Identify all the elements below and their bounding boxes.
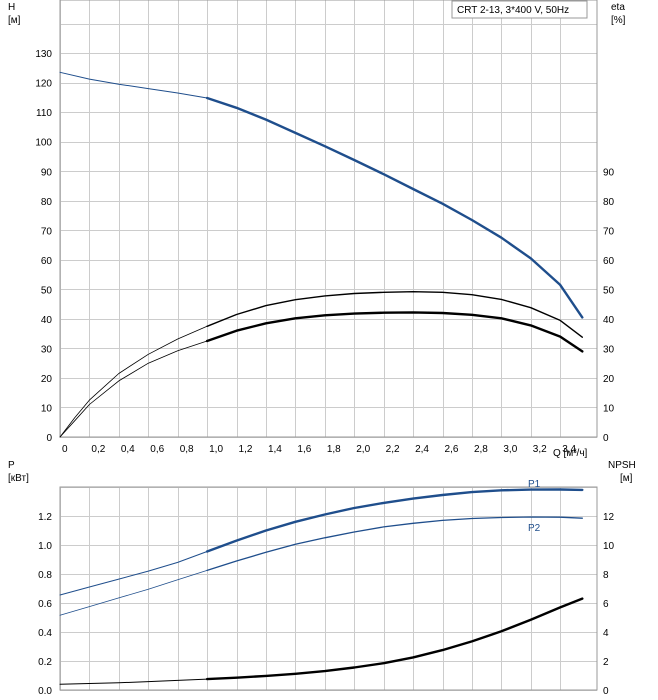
title-box — [451, 0, 588, 19]
y-right-label-top: eta — [611, 2, 625, 13]
y-left-tick-label: 90 — [41, 167, 53, 178]
y-right-tick-label: 2 — [603, 657, 609, 668]
y-left-tick-label: 80 — [41, 197, 53, 208]
x-tick-label: 2,8 — [474, 444, 488, 455]
y-left-tick-label: 30 — [41, 344, 53, 355]
y-left-tick-label: 0.8 — [38, 570, 52, 581]
y-right-tick-label: 30 — [603, 344, 615, 355]
y-left-label-top: H — [8, 2, 15, 13]
y-right-tick-label: 40 — [603, 315, 615, 326]
top-panel-grid — [60, 0, 597, 438]
x-tick-label: 0,4 — [121, 444, 135, 455]
y-left-tick-label: 0.6 — [38, 599, 52, 610]
series-P2_op — [206, 516, 583, 572]
y-right-unit-bottom: [м] — [620, 473, 633, 484]
y-right-tick-label: 20 — [603, 374, 615, 385]
series-eta_p1_op — [206, 291, 583, 338]
y-right-tick-label: 80 — [603, 197, 615, 208]
x-tick-label: 0 — [62, 444, 68, 455]
y-left-tick-label: 0.2 — [38, 657, 52, 668]
x-tick-label: 1,0 — [209, 444, 223, 455]
y-right-unit-top: [%] — [611, 15, 626, 26]
bottom-panel-tick-labels: 0.0 0.2 0.4 0.6 0.8 1.0 1.2 0 2 4 6 8 10 12 — [38, 512, 614, 697]
bottom-panel-frame — [59, 486, 598, 691]
x-tick-label: 0,6 — [150, 444, 164, 455]
y-left-tick-label: 0 — [46, 433, 52, 444]
bottom-panel-curves — [59, 488, 584, 685]
x-tick-label: 2,2 — [386, 444, 400, 455]
y-right-tick-label: 8 — [603, 570, 609, 581]
series-NPSH_op — [205, 597, 584, 681]
y-left-unit-top: [м] — [8, 15, 21, 26]
y-left-tick-label: 120 — [35, 79, 52, 90]
x-tick-label: 3,0 — [503, 444, 517, 455]
y-right-label-bottom: NPSH — [608, 460, 636, 471]
y-left-tick-label: 20 — [41, 374, 53, 385]
y-left-label-bottom: P — [8, 460, 15, 471]
y-left-tick-label: 1.2 — [38, 512, 52, 523]
series-P1_op — [205, 488, 584, 553]
chart-title: CRT 2-13, 3*400 V, 50Hz — [457, 5, 569, 16]
series-eta_p2_op — [205, 311, 584, 353]
x-tick-label: 2,4 — [415, 444, 429, 455]
x-tick-label: 1,2 — [239, 444, 253, 455]
y-right-tick-label: 10 — [603, 403, 615, 414]
y-right-tick-label: 10 — [603, 541, 615, 552]
top-panel-tick-labels: 0 0,2 0,4 0,6 0,8 1,0 1,2 1,4 1,6 1,8 2,0 2,2 2,4 2,6… — [35, 49, 614, 455]
y-left-tick-label: 100 — [35, 138, 52, 149]
y-left-tick-label: 0.0 — [38, 686, 52, 697]
series-H_full — [59, 71, 208, 99]
y-right-tick-label: 0 — [603, 686, 609, 697]
y-left-tick-label: 10 — [41, 403, 53, 414]
y-left-tick-label: 1.0 — [38, 541, 52, 552]
y-left-tick-label: 0.4 — [38, 628, 52, 639]
y-left-tick-label: 60 — [41, 256, 53, 267]
x-tick-label: 1,4 — [268, 444, 282, 455]
y-right-tick-label: 90 — [603, 167, 615, 178]
y-right-tick-label: 60 — [603, 256, 615, 267]
series-H_op — [205, 96, 584, 319]
top-panel-frame — [59, 0, 598, 438]
y-right-tick-label: 70 — [603, 226, 615, 237]
y-left-tick-label: 50 — [41, 285, 53, 296]
x-tick-label: 3,4 — [562, 444, 576, 455]
series-P1_full — [59, 551, 208, 596]
y-left-tick-label: 110 — [36, 108, 52, 119]
y-right-tick-label: 4 — [603, 628, 609, 639]
x-tick-label: 1,6 — [297, 444, 311, 455]
y-right-tick-label: 12 — [603, 512, 615, 523]
y-right-tick-label: 50 — [603, 285, 615, 296]
x-tick-label: 0,8 — [180, 444, 194, 455]
x-tick-label: 0,2 — [91, 444, 105, 455]
x-tick-label: 1,8 — [327, 444, 341, 455]
x-tick-label: 2,0 — [356, 444, 370, 455]
y-left-tick-label: 40 — [41, 315, 53, 326]
top-panel-curves — [59, 71, 584, 438]
series-label-p1: P1 — [528, 479, 541, 490]
y-left-tick-label: 70 — [41, 226, 53, 237]
series-NPSH_full — [59, 678, 208, 685]
series-label-p2: P2 — [528, 523, 541, 534]
series-eta_p1_full — [59, 325, 208, 438]
y-left-tick-label: 130 — [35, 49, 52, 60]
series-eta_p2_full — [59, 340, 208, 438]
bottom-panel-grid — [60, 487, 597, 691]
y-right-tick-label: 0 — [603, 433, 609, 444]
x-tick-label: 2,6 — [445, 444, 459, 455]
x-axis-label: Q [м³/ч] — [553, 448, 588, 459]
series-P2_full — [59, 570, 208, 616]
x-tick-label: 3,2 — [533, 444, 547, 455]
y-left-unit-bottom: [кВт] — [8, 473, 29, 484]
y-right-tick-label: 6 — [603, 599, 609, 610]
